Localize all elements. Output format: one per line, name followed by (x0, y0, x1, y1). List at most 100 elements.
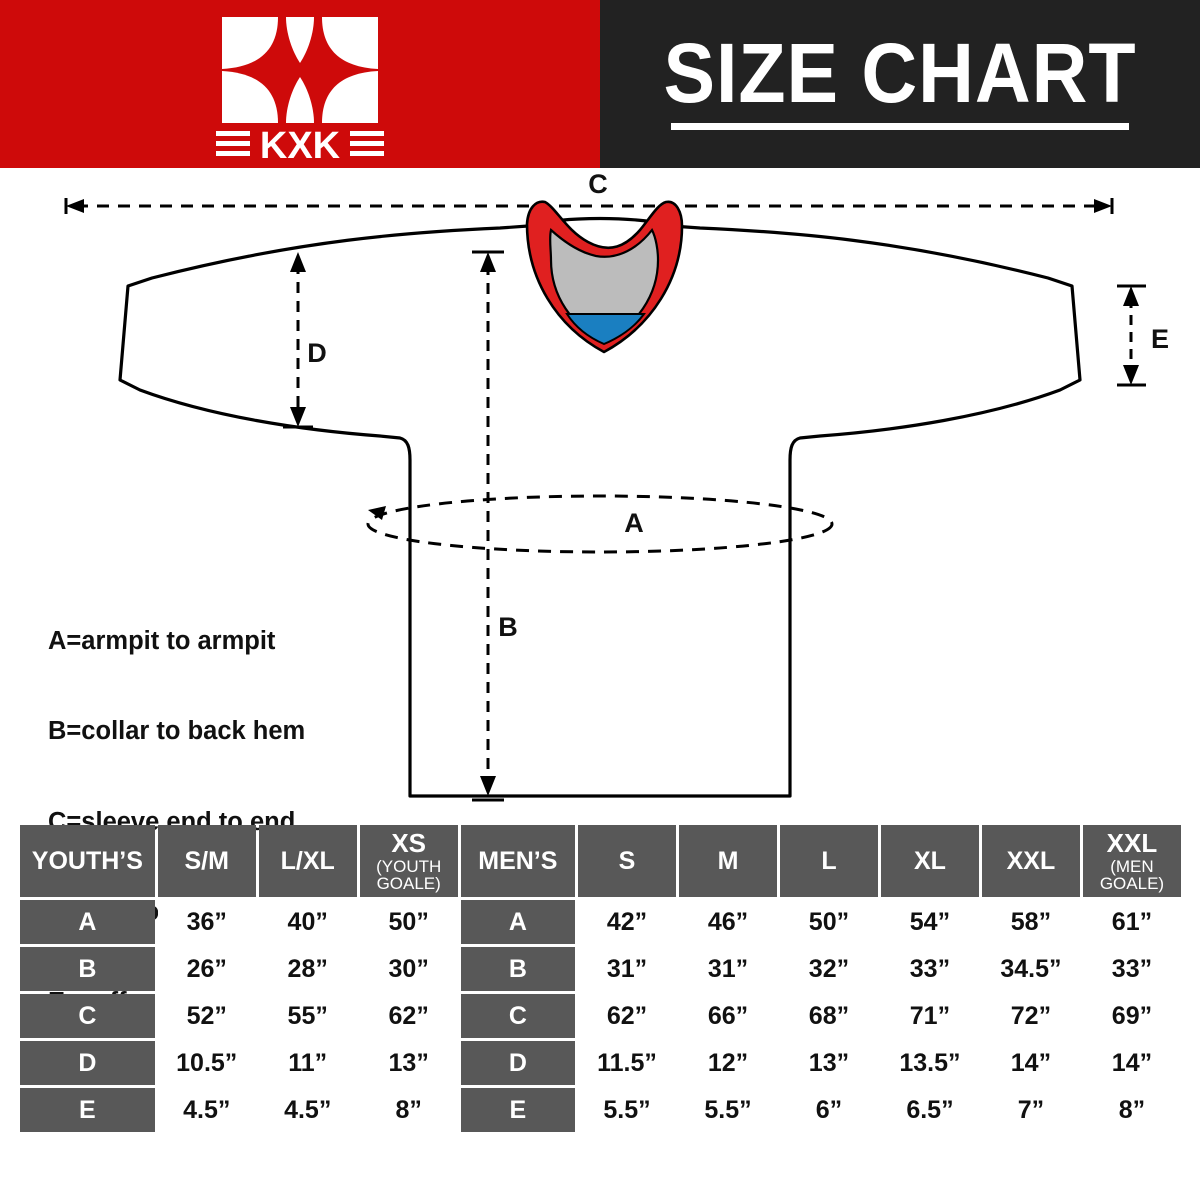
table-row: E 4.5” 4.5” 8” E 5.5” 5.5” 6” 6.5” 7” 8” (20, 1088, 1181, 1132)
header-youth-size-1: L/XL (258, 825, 357, 897)
kxk-wordmark: KXK (260, 125, 341, 161)
size-sublabel: (YOUTH GOALE) (376, 856, 442, 893)
header-youth-size-0: S/M (157, 825, 256, 897)
table-row: B 26” 28” 30” B 31” 31” 32” 33” 34.5” 33” (20, 947, 1181, 991)
dimension-a: A (366, 494, 834, 554)
dimension-c-label: C (588, 169, 608, 199)
cell-men-D-3: 13.5” (880, 1041, 979, 1085)
dimension-e-label: E (1151, 324, 1169, 354)
cell-men-A-1: 46” (678, 900, 777, 944)
row-label-youth-B: B (20, 947, 155, 991)
row-label-men-A: A (460, 900, 575, 944)
cell-men-A-0: 42” (578, 900, 676, 944)
header-men: MEN’S (460, 825, 575, 897)
cell-men-D-5: 14” (1082, 1041, 1181, 1085)
cell-youth-B-2: 30” (359, 947, 458, 991)
cell-men-E-5: 8” (1082, 1088, 1181, 1132)
jersey-diagram-svg: C D E (64, 169, 1169, 802)
cell-men-D-1: 12” (678, 1041, 777, 1085)
cell-men-B-4: 34.5” (981, 947, 1080, 991)
cell-men-C-3: 71” (880, 994, 979, 1038)
legend-item-b: B=collar to back hem (48, 717, 306, 746)
header-youth: YOUTH’S (20, 825, 155, 897)
cell-men-C-1: 66” (678, 994, 777, 1038)
cell-youth-B-0: 26” (157, 947, 256, 991)
cell-men-D-0: 11.5” (578, 1041, 676, 1085)
cell-men-A-5: 61” (1082, 900, 1181, 944)
jersey-collar (525, 200, 684, 354)
dimension-c: C (64, 169, 1114, 214)
cell-youth-B-1: 28” (258, 947, 357, 991)
cell-men-B-1: 31” (678, 947, 777, 991)
cell-youth-D-2: 13” (359, 1041, 458, 1085)
brand-panel: KXK (0, 0, 600, 168)
table-row: D 10.5” 11” 13” D 11.5” 12” 13” 13.5” 14” 14” (20, 1041, 1181, 1085)
kxk-logo: KXK (212, 11, 388, 167)
cell-men-C-0: 62” (578, 994, 676, 1038)
cell-men-E-3: 6.5” (880, 1088, 979, 1132)
cell-men-E-2: 6” (779, 1088, 878, 1132)
cell-youth-C-2: 62” (359, 994, 458, 1038)
cell-men-B-3: 33” (880, 947, 979, 991)
cell-men-E-0: 5.5” (578, 1088, 676, 1132)
cell-men-A-2: 50” (779, 900, 878, 944)
header-men-size-3: XL (880, 825, 979, 897)
page-title: SIZE CHART (663, 25, 1137, 120)
cell-men-B-2: 32” (779, 947, 878, 991)
cell-men-D-4: 14” (981, 1041, 1080, 1085)
row-label-men-B: B (460, 947, 575, 991)
cell-youth-E-0: 4.5” (157, 1088, 256, 1132)
cell-men-E-4: 7” (981, 1088, 1080, 1132)
size-label: XXL (1106, 828, 1158, 859)
page-header: KXK SIZE CHART (0, 0, 1200, 168)
collar-accent (565, 313, 646, 346)
title-panel: SIZE CHART (600, 0, 1200, 168)
cell-youth-C-1: 55” (258, 994, 357, 1038)
cell-youth-A-1: 40” (258, 900, 357, 944)
size-chart-table: YOUTH’S S/M L/XL XS (YOUTH GOALE) MEN’S S M L XL X… (17, 822, 1184, 1135)
dimension-d-label: D (307, 338, 327, 368)
cell-youth-E-1: 4.5” (258, 1088, 357, 1132)
cell-men-B-0: 31” (578, 947, 676, 991)
table-row: A 36” 40” 50” A 42” 46” 50” 54” 58” 61” (20, 900, 1181, 944)
row-label-men-D: D (460, 1041, 575, 1085)
cell-youth-D-1: 11” (258, 1041, 357, 1085)
cell-men-E-1: 5.5” (678, 1088, 777, 1132)
cell-youth-A-0: 36” (157, 900, 256, 944)
jersey-outline (118, 216, 1082, 798)
table-row: C 52” 55” 62” C 62” 66” 68” 71” 72” 69” (20, 994, 1181, 1038)
cell-men-C-5: 69” (1082, 994, 1181, 1038)
row-label-men-C: C (460, 994, 575, 1038)
dimension-e: E (1117, 284, 1169, 387)
header-men-size-5: XXL (MEN GOALE) (1082, 825, 1181, 897)
cell-men-A-4: 58” (981, 900, 1080, 944)
header-men-size-4: XXL (981, 825, 1080, 897)
cell-youth-A-2: 50” (359, 900, 458, 944)
cell-youth-D-0: 10.5” (157, 1041, 256, 1085)
row-label-youth-C: C (20, 994, 155, 1038)
dimension-a-label: A (624, 508, 644, 538)
cell-youth-E-2: 8” (359, 1088, 458, 1132)
cell-men-C-4: 72” (981, 994, 1080, 1038)
cell-men-A-3: 54” (880, 900, 979, 944)
size-sublabel: (MEN GOALE) (1099, 856, 1165, 893)
dimension-b-label: B (498, 612, 518, 642)
kxk-logo-mark: KXK (216, 17, 384, 167)
title-underline (671, 123, 1129, 131)
size-label: XS (391, 828, 427, 859)
header-men-size-1: M (678, 825, 777, 897)
cell-men-C-2: 68” (779, 994, 878, 1038)
legend-item-a: A=armpit to armpit (48, 627, 276, 656)
table-header-row: YOUTH’S S/M L/XL XS (YOUTH GOALE) MEN’S S M L XL X… (20, 825, 1181, 897)
cell-men-D-2: 13” (779, 1041, 878, 1085)
header-men-size-2: L (779, 825, 878, 897)
header-men-size-0: S (578, 825, 676, 897)
cell-youth-C-0: 52” (157, 994, 256, 1038)
row-label-youth-D: D (20, 1041, 155, 1085)
row-label-men-E: E (460, 1088, 575, 1132)
row-label-youth-E: E (20, 1088, 155, 1132)
dimension-b: B (472, 250, 518, 802)
jersey-diagram: C D E (0, 168, 1200, 1016)
header-youth-size-2: XS (YOUTH GOALE) (359, 825, 458, 897)
row-label-youth-A: A (20, 900, 155, 944)
